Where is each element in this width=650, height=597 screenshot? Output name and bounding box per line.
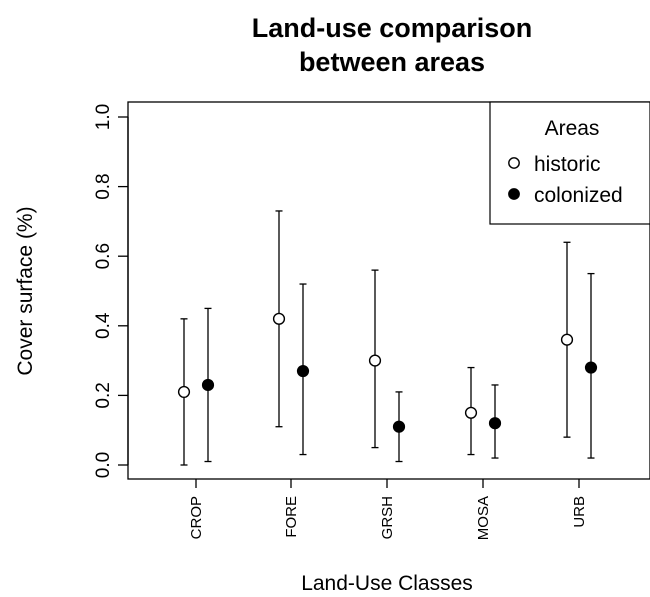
chart-title-line-2: between areas — [299, 47, 485, 77]
legend-label-colonized: colonized — [534, 184, 623, 207]
x-tick-label-crop: CROP — [188, 496, 205, 539]
y-axis-label: Cover surface (%) — [14, 206, 37, 375]
point-historic-urb — [560, 333, 574, 346]
point-historic-mosa — [464, 406, 478, 419]
y-tick-label-5: 1.0 — [93, 104, 114, 130]
point-colonized-mosa — [488, 417, 502, 430]
y-tick-label-4: 0.8 — [93, 173, 114, 199]
point-colonized-crop — [201, 378, 215, 392]
x-tick-label-fore: FORE — [283, 496, 300, 538]
series-layer — [177, 210, 598, 466]
x-axis: CROP FORE GRSH MOSA URB — [188, 479, 588, 540]
x-tick-label-urb: URB — [571, 496, 588, 528]
point-historic-crop — [177, 385, 191, 399]
point-historic-fore — [272, 312, 286, 325]
y-axis: 0.0 0.2 0.4 0.6 0.8 1.0 — [93, 104, 129, 478]
x-axis-label: Land-Use Classes — [301, 572, 473, 595]
point-colonized-urb — [584, 361, 598, 374]
legend-label-historic: historic — [534, 153, 601, 176]
legend-marker-historic — [508, 157, 520, 169]
point-colonized-fore — [296, 364, 310, 378]
chart-title-line-1: Land-use comparison — [252, 13, 533, 43]
legend-marker-colonized — [508, 188, 520, 200]
legend-title: Areas — [545, 117, 600, 140]
y-tick-label-0: 0.0 — [93, 452, 114, 478]
point-historic-grsh — [368, 354, 382, 367]
y-tick-label-1: 0.2 — [93, 382, 114, 408]
y-tick-label-3: 0.6 — [93, 243, 114, 269]
y-tick-label-2: 0.4 — [93, 312, 114, 339]
legend: Areas historic colonized — [489, 101, 650, 225]
x-tick-label-mosa: MOSA — [475, 496, 492, 540]
point-colonized-grsh — [392, 420, 406, 433]
x-tick-label-grsh: GRSH — [379, 496, 396, 539]
